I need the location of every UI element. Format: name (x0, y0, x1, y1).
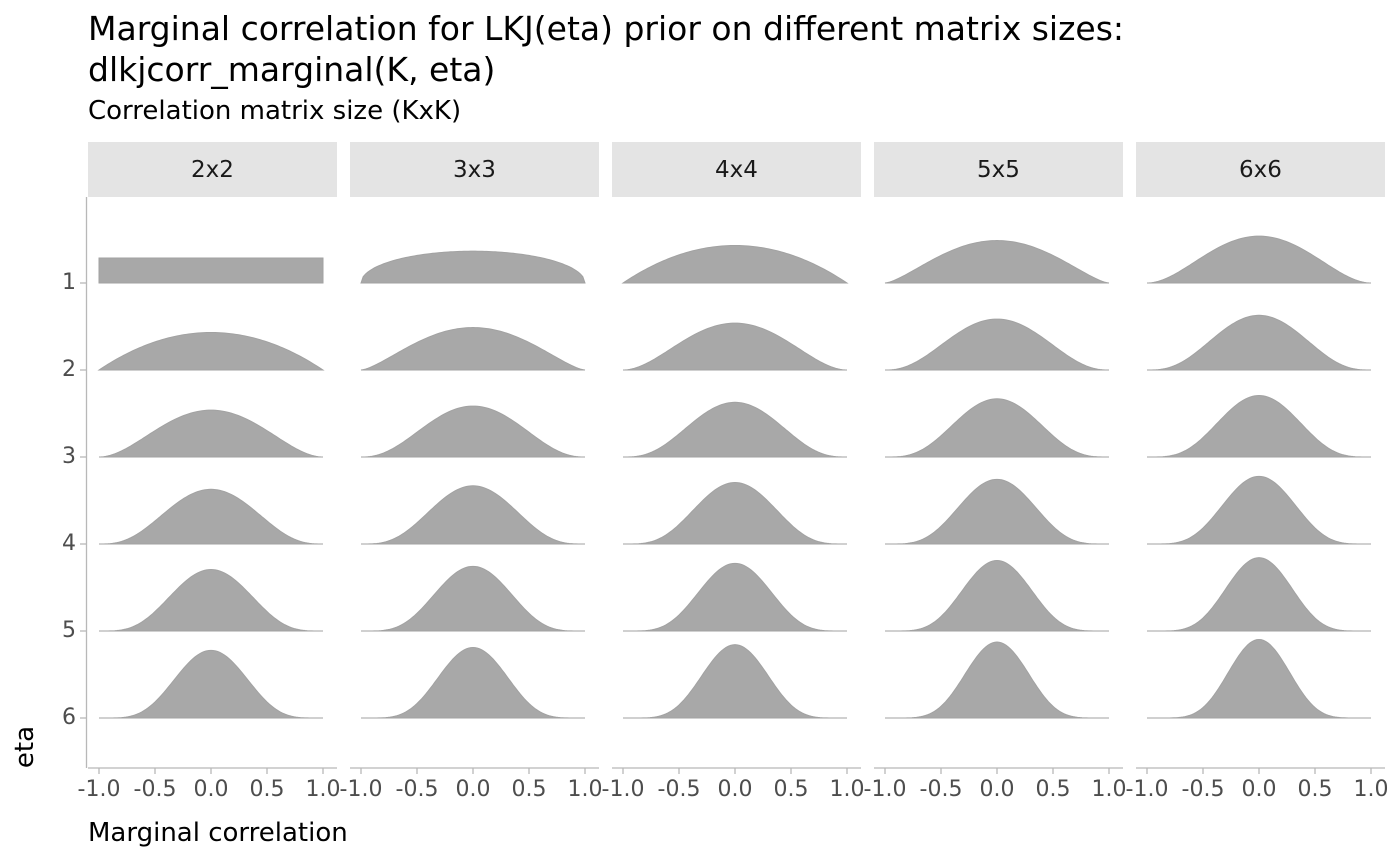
x-tick-label: 1.0 (1353, 777, 1389, 802)
density-ridge-K6-eta4 (1147, 475, 1371, 545)
density-ridge-K3-eta3 (360, 405, 586, 458)
y-tick-label: 2 (62, 357, 76, 382)
facet-strip-label: 5x5 (977, 156, 1020, 183)
x-tick-label: 0.0 (717, 777, 753, 802)
facet-panel-4x4 (612, 244, 861, 774)
density-ridge-K5-eta6 (885, 641, 1109, 719)
y-tick-label: 6 (62, 705, 76, 730)
y-tick-label: 4 (62, 531, 76, 556)
density-ridge-K5-eta1 (884, 240, 1110, 284)
x-axis-title: Marginal correlation (88, 818, 348, 848)
density-ridge-K3-eta1 (360, 250, 586, 284)
x-tick-label: -0.5 (395, 777, 439, 802)
facet-strip-label: 4x4 (715, 156, 758, 183)
facet-strip: 2x2 (88, 142, 337, 197)
facet-strip: 4x4 (612, 142, 861, 197)
x-tick-label: 1.0 (567, 777, 603, 802)
facet-strip: 5x5 (874, 142, 1123, 197)
density-ridge-K2-eta5 (99, 568, 323, 632)
density-ridge-K6-eta3 (1147, 394, 1371, 458)
density-ridge-K3-eta2 (360, 327, 586, 371)
x-tick-label: 0.5 (249, 777, 285, 802)
x-tick-label: 1.0 (305, 777, 341, 802)
density-ridge-K5-eta5 (885, 559, 1109, 632)
x-tick-label: -1.0 (339, 777, 383, 802)
x-tick-label: 0.5 (511, 777, 547, 802)
facet-panel-6x6 (1136, 235, 1385, 774)
x-tick-label: -1.0 (77, 777, 121, 802)
x-tick-label: -0.5 (133, 777, 177, 802)
density-ridge-K2-eta3 (98, 409, 324, 458)
x-tick-label: 0.0 (455, 777, 491, 802)
density-ridge-K2-eta4 (99, 488, 323, 545)
density-ridge-K4-eta2 (622, 322, 848, 371)
density-ridge-K6-eta2 (1147, 314, 1371, 371)
x-tick-label: -0.5 (919, 777, 963, 802)
density-ridge-K5-eta2 (884, 318, 1110, 371)
density-ridge-K5-eta3 (885, 398, 1109, 458)
density-ridge-K4-eta4 (623, 481, 847, 545)
density-ridge-K2-eta1 (98, 257, 324, 284)
facet-panel-5x5 (874, 240, 1123, 774)
facet-panel-2x2 (88, 257, 337, 774)
chart-title: Marginal correlation for LKJ(eta) prior … (88, 9, 1125, 89)
density-ridge-K2-eta2 (97, 331, 325, 371)
facet-strip-label: 3x3 (453, 156, 496, 183)
facet-strip-label: 6x6 (1239, 156, 1282, 183)
facet-strip: 6x6 (1136, 142, 1385, 197)
x-tick-label: -1.0 (601, 777, 645, 802)
density-ridge-K6-eta6 (1147, 638, 1371, 719)
x-tick-label: 1.0 (829, 777, 865, 802)
facet-strip-label: 2x2 (191, 156, 234, 183)
x-tick-label: 0.5 (773, 777, 809, 802)
density-ridge-K5-eta4 (885, 478, 1109, 545)
x-tick-label: 0.0 (1241, 777, 1277, 802)
x-tick-label: 1.0 (1091, 777, 1127, 802)
x-tick-label: 0.0 (193, 777, 229, 802)
density-ridge-K4-eta1 (621, 244, 849, 284)
density-ridge-K6-eta1 (1146, 235, 1372, 284)
x-tick-label: -1.0 (1125, 777, 1169, 802)
density-ridge-K4-eta5 (623, 562, 847, 632)
x-tick-label: 0.5 (1297, 777, 1333, 802)
density-ridge-K4-eta6 (623, 644, 847, 719)
density-ridge-K6-eta5 (1147, 557, 1371, 632)
x-tick-label: -1.0 (863, 777, 907, 802)
density-ridge-K3-eta4 (361, 485, 585, 545)
density-ridge-K3-eta6 (361, 646, 585, 719)
density-ridge-K4-eta3 (623, 401, 847, 458)
density-ridge-K3-eta5 (361, 565, 585, 632)
facet-strip: 3x3 (350, 142, 599, 197)
density-ridge-K2-eta6 (99, 649, 323, 719)
chart-subtitle: Correlation matrix size (KxK) (88, 96, 462, 126)
y-tick-label: 1 (62, 270, 76, 295)
y-tick-label: 3 (62, 444, 76, 469)
facet-panel-3x3 (350, 250, 599, 774)
x-tick-label: -0.5 (1181, 777, 1225, 802)
x-tick-label: 0.0 (979, 777, 1015, 802)
y-tick-label: 5 (62, 618, 76, 643)
x-tick-label: -0.5 (657, 777, 701, 802)
y-axis-title: eta (10, 725, 40, 769)
x-tick-label: 0.5 (1035, 777, 1071, 802)
